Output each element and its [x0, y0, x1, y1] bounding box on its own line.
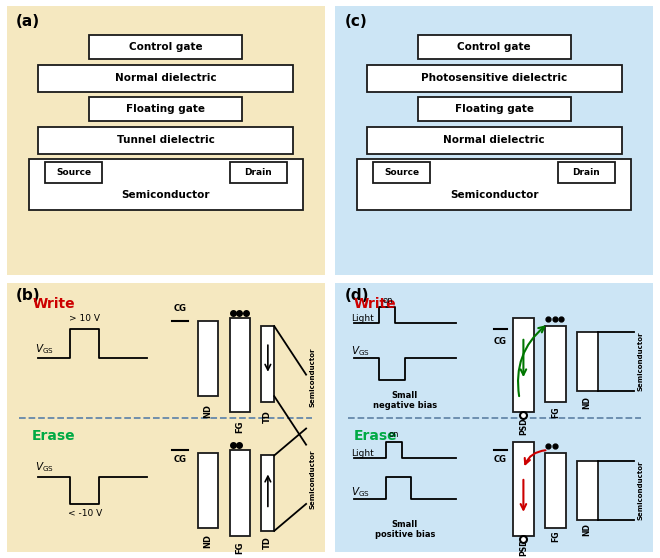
Text: Semiconductor: Semiconductor [638, 331, 644, 391]
Text: (c): (c) [345, 13, 367, 28]
Bar [357, 159, 631, 210]
Bar [230, 450, 250, 536]
Text: Normal dielectric: Normal dielectric [444, 135, 545, 145]
Text: Write: Write [32, 296, 75, 310]
Text: CG: CG [174, 455, 187, 464]
Text: Semiconductor: Semiconductor [310, 450, 315, 509]
Bar [513, 318, 534, 412]
Text: Erase: Erase [354, 429, 397, 442]
Text: Control gate: Control gate [457, 42, 531, 52]
Text: TD: TD [263, 536, 273, 549]
Text: (b): (b) [16, 288, 41, 304]
Text: TD: TD [263, 410, 273, 422]
Text: (d): (d) [345, 288, 369, 304]
Text: < -10 V: < -10 V [67, 509, 102, 518]
Text: on: on [382, 296, 393, 305]
FancyBboxPatch shape [329, 278, 660, 558]
Bar [545, 326, 566, 402]
Text: Erase: Erase [32, 429, 76, 442]
Text: Semiconductor: Semiconductor [450, 190, 539, 200]
Text: FG: FG [236, 542, 244, 554]
Text: ND: ND [203, 533, 213, 547]
Bar [418, 35, 570, 60]
Bar [513, 442, 534, 536]
Text: PSD: PSD [519, 418, 528, 435]
Text: Floating gate: Floating gate [127, 104, 205, 114]
Text: FG: FG [236, 420, 244, 433]
Bar [90, 97, 242, 122]
Text: CG: CG [494, 455, 507, 464]
Bar [367, 65, 622, 92]
Bar [373, 162, 430, 184]
Bar [29, 159, 303, 210]
Text: Drain: Drain [573, 168, 601, 177]
Text: FG: FG [550, 531, 560, 542]
Bar [418, 97, 570, 122]
Text: on: on [389, 430, 399, 439]
Text: Normal dielectric: Normal dielectric [115, 73, 216, 83]
Text: ND: ND [583, 396, 591, 409]
Text: > 10 V: > 10 V [69, 315, 100, 324]
Text: CG: CG [174, 304, 187, 312]
Text: Source: Source [384, 168, 419, 177]
Text: Small
positive bias: Small positive bias [375, 520, 435, 540]
Text: ND: ND [203, 404, 213, 418]
Bar [230, 162, 287, 184]
Text: Light: Light [350, 315, 374, 324]
Bar [198, 453, 218, 528]
Text: Write: Write [354, 296, 397, 310]
Bar [38, 127, 293, 154]
Text: Semiconductor: Semiconductor [638, 461, 644, 520]
FancyBboxPatch shape [0, 0, 331, 280]
Text: $V_{\rm GS}$: $V_{\rm GS}$ [350, 485, 370, 498]
Text: Small
negative bias: Small negative bias [373, 391, 437, 410]
Text: PSD: PSD [519, 539, 528, 556]
Text: Light: Light [350, 449, 374, 458]
Text: Floating gate: Floating gate [455, 104, 533, 114]
Text: Drain: Drain [244, 168, 272, 177]
FancyBboxPatch shape [329, 0, 660, 280]
Bar [577, 461, 598, 520]
Bar [367, 127, 622, 154]
Text: $V_{\rm GS}$: $V_{\rm GS}$ [35, 460, 54, 474]
FancyBboxPatch shape [0, 278, 331, 558]
Text: (a): (a) [16, 13, 40, 28]
Text: $V_{\rm GS}$: $V_{\rm GS}$ [35, 342, 54, 356]
Text: Control gate: Control gate [129, 42, 203, 52]
Bar [261, 455, 275, 531]
Bar [90, 35, 242, 60]
Bar [230, 318, 250, 412]
Bar [38, 65, 293, 92]
Text: FG: FG [550, 407, 560, 418]
Text: Tunnel dielectric: Tunnel dielectric [117, 135, 215, 145]
Bar [545, 453, 566, 528]
Bar [261, 326, 275, 402]
Bar [577, 331, 598, 391]
Text: Source: Source [56, 168, 91, 177]
Bar [558, 162, 615, 184]
Bar [45, 162, 102, 184]
Text: Semiconductor: Semiconductor [121, 190, 210, 200]
Text: CG: CG [494, 337, 507, 346]
Text: $V_{\rm GS}$: $V_{\rm GS}$ [350, 345, 370, 358]
Text: ND: ND [583, 523, 591, 536]
Text: Photosensitive dielectric: Photosensitive dielectric [421, 73, 567, 83]
Text: Semiconductor: Semiconductor [310, 348, 315, 407]
Bar [198, 321, 218, 396]
